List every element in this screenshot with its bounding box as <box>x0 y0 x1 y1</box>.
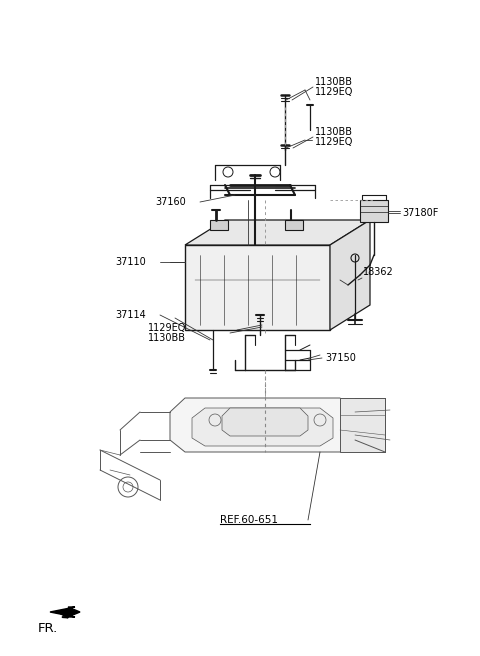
Polygon shape <box>330 220 370 330</box>
Polygon shape <box>340 398 385 452</box>
Text: 37150: 37150 <box>325 353 356 363</box>
Text: 37180F: 37180F <box>402 208 438 218</box>
Bar <box>360 200 388 222</box>
Bar <box>210 220 228 230</box>
Text: 1130BB: 1130BB <box>148 333 186 343</box>
Bar <box>285 220 303 230</box>
Text: 37160: 37160 <box>155 197 186 207</box>
Text: FR.: FR. <box>38 621 58 634</box>
Polygon shape <box>50 607 80 617</box>
Polygon shape <box>170 398 355 452</box>
Bar <box>185 245 330 330</box>
Text: 1129EQ: 1129EQ <box>148 323 186 333</box>
Polygon shape <box>185 220 370 245</box>
Text: 1130BB: 1130BB <box>315 127 353 137</box>
Text: 18362: 18362 <box>363 267 394 277</box>
Text: 1129EQ: 1129EQ <box>315 137 353 147</box>
Polygon shape <box>192 408 333 446</box>
Text: 37110: 37110 <box>115 257 146 267</box>
Polygon shape <box>222 408 308 436</box>
Text: REF.60-651: REF.60-651 <box>220 515 278 525</box>
Text: 1130BB: 1130BB <box>315 77 353 87</box>
Text: 37114: 37114 <box>115 310 146 320</box>
Text: 1129EQ: 1129EQ <box>315 87 353 97</box>
